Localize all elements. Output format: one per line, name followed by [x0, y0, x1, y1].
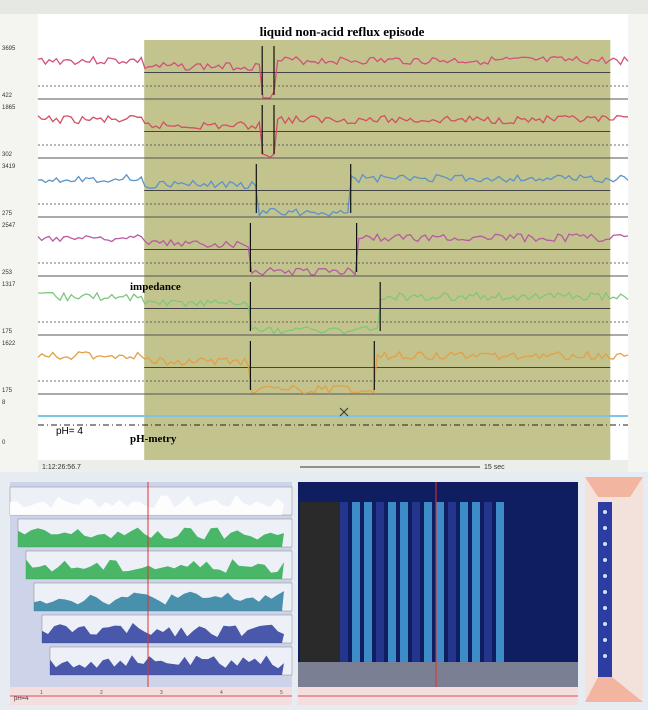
upper-sphincter	[585, 477, 643, 497]
sensor-dot	[603, 558, 607, 562]
ph-cross-marker	[339, 407, 349, 417]
channel-trace	[37, 291, 629, 335]
axis-max-label: 1317	[2, 282, 16, 288]
strip-tick: 5	[280, 690, 283, 696]
hrm-column	[460, 502, 468, 662]
strip-tick: 4	[220, 690, 223, 696]
axis-min-label: 302	[2, 152, 13, 158]
ph-label: pH-metry	[130, 433, 177, 445]
hrm-fill	[42, 623, 284, 643]
sensor-dot	[603, 542, 607, 546]
hrm-column	[424, 502, 432, 662]
hrm-column	[448, 502, 456, 662]
catheter	[598, 502, 612, 677]
axis-min-label: 175	[2, 388, 13, 394]
axis-min-label: 275	[2, 211, 13, 217]
channel-trace	[37, 173, 629, 218]
sensor-dot	[603, 510, 607, 514]
right-catheter-panel	[585, 477, 643, 702]
channel-trace	[37, 114, 629, 159]
hrm-column	[436, 502, 444, 662]
sensor-dot	[603, 590, 607, 594]
hrm-column	[412, 502, 420, 662]
stomach	[585, 677, 643, 702]
sensor-dot	[603, 622, 607, 626]
hrm-column	[388, 502, 396, 662]
time-label: 1:12:26:56.7	[42, 464, 81, 471]
strip-tick: 1	[40, 690, 43, 696]
hrm-fill	[34, 591, 284, 611]
hrm-fill	[50, 655, 284, 675]
hrm-fill	[10, 495, 284, 515]
hrm-column	[496, 502, 504, 662]
axis-max-label: 3695	[2, 46, 16, 52]
axis-min-label: 175	[2, 329, 13, 335]
sensor-dot	[603, 606, 607, 610]
ph-max-label: 8	[2, 400, 6, 406]
ph-line-label: pH= 4	[56, 426, 83, 437]
header-bar	[0, 0, 648, 14]
hrm-fill	[18, 527, 284, 547]
hrm-column	[376, 502, 384, 662]
hrm-dark-block	[300, 502, 340, 662]
axis-min-label: 422	[2, 93, 13, 99]
hrm-visualization: pH=4 1 2 3 4 5	[9, 477, 643, 705]
sensor-dot	[603, 638, 607, 642]
title-box	[250, 22, 434, 40]
impedance-chart: 3695 422 1865 302 3419 275 2547 253 1317 175 1622 1…	[0, 0, 648, 472]
sensor-dot	[603, 654, 607, 658]
axis-max-label: 1622	[2, 341, 16, 347]
scale-label: 15 sec	[484, 464, 505, 471]
episode-shade	[144, 40, 611, 460]
axis-max-label: 3419	[2, 164, 16, 170]
strip-tick: 3	[160, 690, 163, 696]
axis-max-label: 1865	[2, 105, 16, 111]
impedance-label: impedance	[130, 281, 181, 293]
hrm-column	[340, 502, 348, 662]
channel-trace	[37, 55, 629, 99]
channel-trace	[37, 233, 629, 277]
ph-min-label: 0	[2, 440, 6, 446]
axis-min-label: 253	[2, 270, 13, 276]
hrm-column	[484, 502, 492, 662]
hrm-panels: pH=4 1 2 3 4 5	[0, 472, 648, 710]
chart-title: liquid non-acid reflux episode	[260, 24, 425, 39]
impedance-ph-panel: 3695 422 1865 302 3419 275 2547 253 1317 175 1622 1…	[0, 0, 648, 472]
sensor-dot	[603, 574, 607, 578]
hrm-column	[364, 502, 372, 662]
time-bar	[38, 460, 628, 472]
axis-max-label: 2547	[2, 223, 16, 229]
channel-trace	[37, 350, 629, 395]
hrm-column	[472, 502, 480, 662]
hrm-column	[352, 502, 360, 662]
sensor-dot	[603, 526, 607, 530]
hrm-column	[400, 502, 408, 662]
hrm-bottom-band	[298, 662, 578, 687]
strip-tick: 2	[100, 690, 103, 696]
hrm-fill	[26, 559, 284, 579]
left-ph-label: pH=4	[14, 696, 29, 702]
